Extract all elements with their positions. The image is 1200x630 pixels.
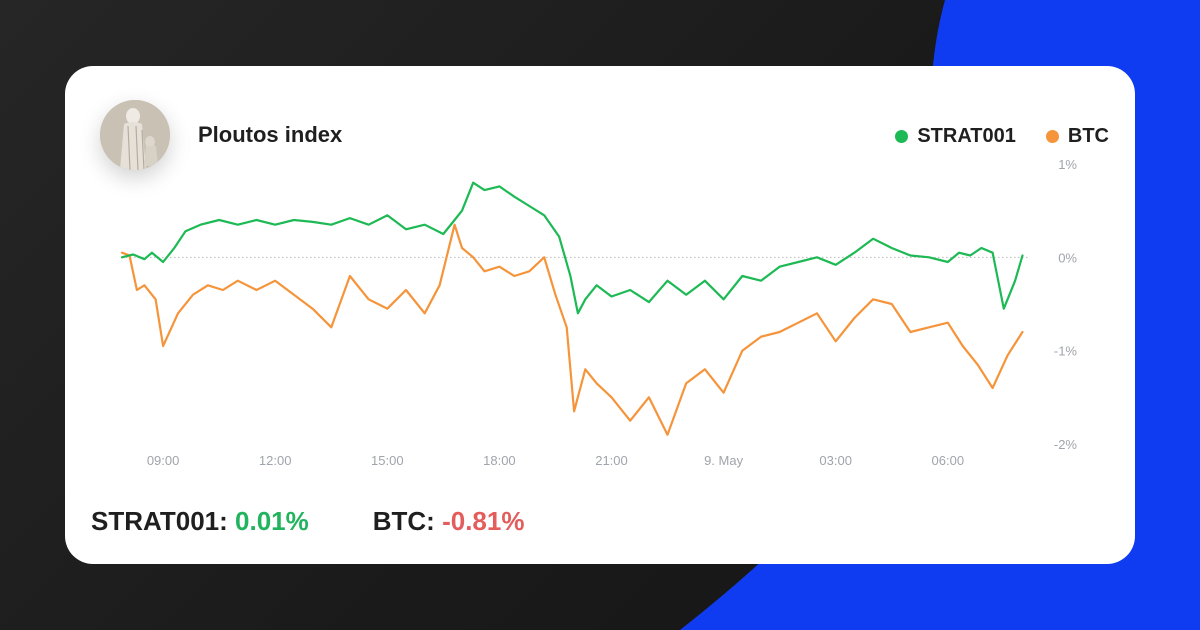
y-tick-label: -1% (1054, 344, 1078, 359)
summary-strat-label: STRAT001: (91, 506, 228, 536)
x-tick-label: 9. May (704, 453, 744, 468)
card-title: Ploutos index (198, 122, 343, 147)
series-line-strat001 (120, 181, 1024, 315)
x-tick-label: 21:00 (595, 453, 628, 468)
legend-item-btc: BTC (1045, 125, 1109, 148)
x-tick-label: 12:00 (259, 453, 292, 468)
chart-legend: STRAT001 BTC (865, 125, 1109, 148)
index-card: Ploutos index STRAT001 BTC 1% 0% -1% -2% 09:… (65, 66, 1135, 564)
legend-label-btc: BTC (1067, 125, 1109, 147)
legend-dot-btc (1045, 130, 1059, 143)
performance-chart: 1% 0% -1% -2% 09:00 12:00 15:00 18:00 21:00 9. Ma… (120, 157, 1078, 468)
summary-btc-label: BTC: (372, 506, 435, 536)
legend-dot-strat (895, 130, 909, 143)
statue-avatar (100, 100, 170, 170)
y-tick-label: -2% (1054, 437, 1078, 452)
x-tick-label: 06:00 (932, 453, 965, 468)
x-tick-label: 09:00 (147, 453, 180, 468)
y-tick-label: 1% (1058, 157, 1077, 172)
summary-btc: BTC: -0.81% (373, 506, 525, 537)
x-tick-label: 03:00 (819, 453, 852, 468)
legend-item-strat: STRAT001 (895, 125, 1016, 148)
x-tick-label: 15:00 (371, 453, 404, 468)
summary-strat-value: 0.01% (235, 506, 309, 536)
series-line-btc (120, 223, 1024, 436)
y-tick-label: 0% (1058, 250, 1077, 265)
summary-btc-value: -0.81% (442, 506, 525, 536)
performance-summary: STRAT001: 0.01% BTC: -0.81% (91, 506, 588, 537)
x-tick-label: 18:00 (483, 453, 516, 468)
summary-strat: STRAT001: 0.01% (91, 506, 309, 537)
legend-label-strat: STRAT001 (917, 125, 1016, 147)
